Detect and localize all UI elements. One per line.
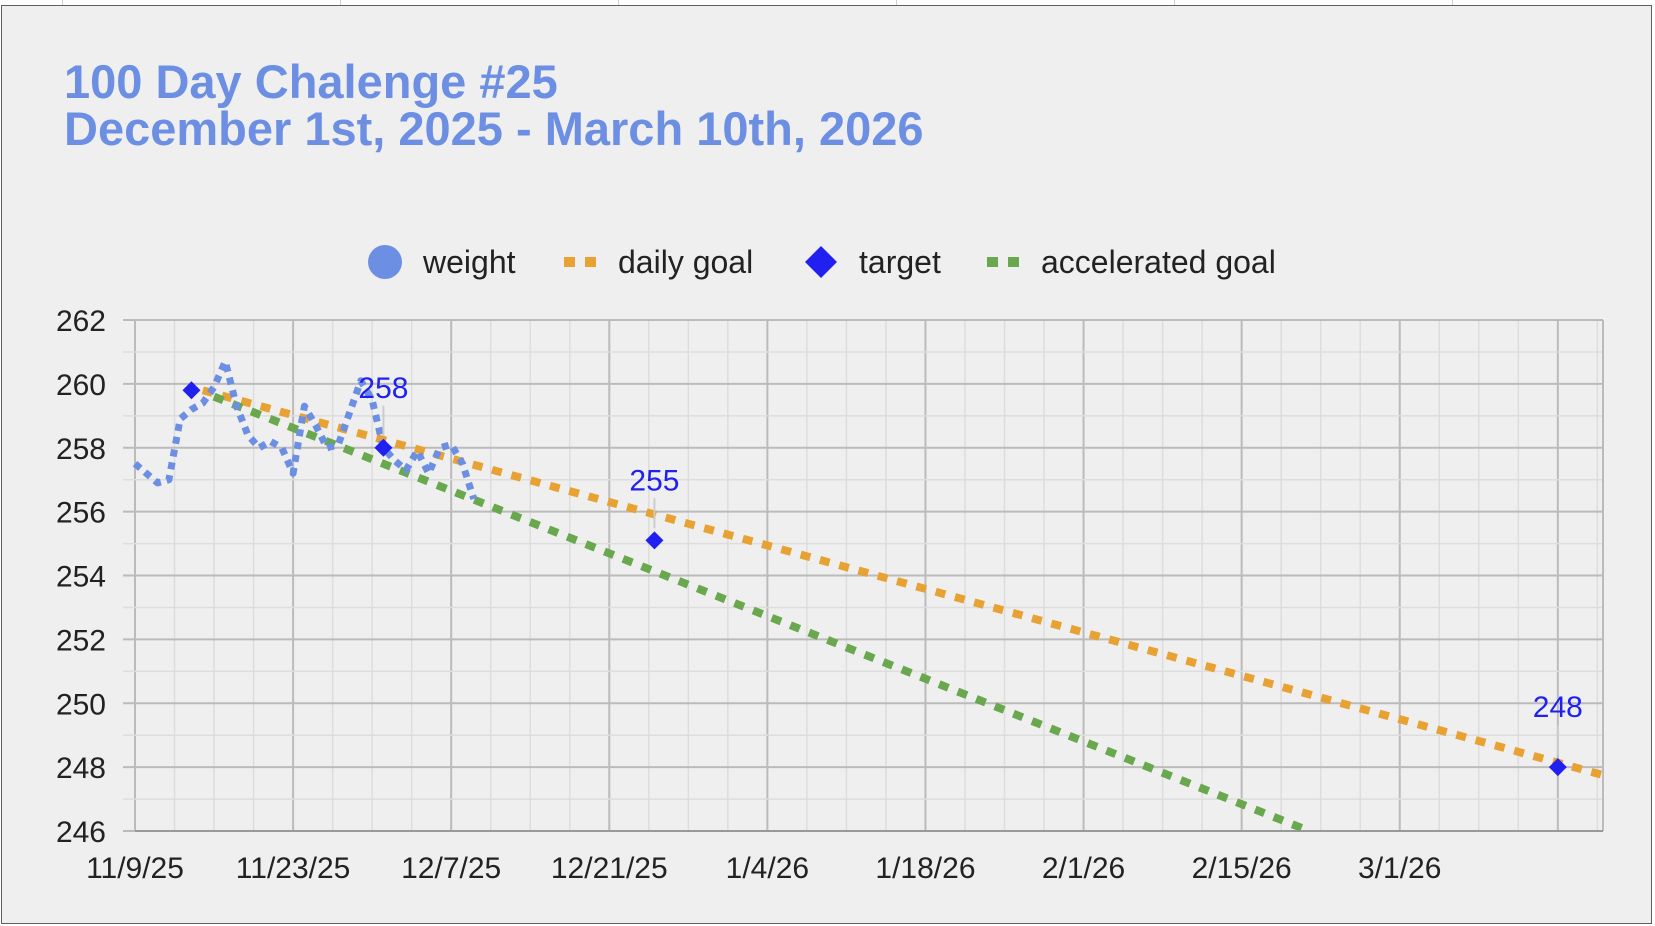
target-marker	[182, 381, 201, 400]
legend-item-daily-goal: daily goal	[564, 244, 753, 280]
chart-legend: weight daily goal target accelerated goal	[368, 244, 1276, 280]
x-tick-label: 1/4/26	[726, 852, 809, 885]
legend-item-target: target	[805, 244, 941, 280]
y-tick-label: 258	[56, 433, 106, 466]
y-tick-label: 248	[56, 752, 106, 785]
chart-grid	[123, 319, 1604, 832]
y-tick-label: 252	[56, 624, 106, 657]
target-marker	[374, 438, 393, 457]
chart-canvas: 100 Day Chalenge #25 December 1st, 2025 …	[56, 55, 1604, 885]
chart-title: 100 Day Chalenge #25	[64, 55, 558, 108]
sheet-column-divider	[896, 0, 897, 6]
y-tick-label: 246	[56, 816, 106, 849]
chart-series	[132, 358, 1603, 831]
legend-swatch-diamond	[805, 246, 837, 278]
y-tick-label: 256	[56, 497, 106, 530]
legend-item-weight: weight	[368, 244, 516, 280]
x-tick-label: 12/7/25	[401, 852, 501, 885]
x-axis: 11/9/25 11/23/25 12/7/25 12/21/25 1/4/26 1/18…	[86, 852, 1441, 885]
y-tick-label: 262	[56, 305, 106, 338]
legend-swatch-circle	[368, 245, 402, 279]
legend-label: weight	[422, 244, 516, 280]
chart-subtitle: December 1st, 2025 - March 10th, 2026	[64, 102, 924, 155]
sheet-column-divider	[62, 0, 63, 6]
legend-label: daily goal	[618, 244, 753, 280]
weight-line	[132, 358, 478, 500]
sheet-column-divider	[618, 0, 619, 6]
x-tick-label: 2/1/26	[1042, 852, 1125, 885]
sheet-column-divider	[340, 0, 341, 6]
target-marker	[645, 531, 664, 550]
y-axis: 262 260 258 256 254 252 250 248 246	[56, 305, 106, 849]
y-tick-label: 250	[56, 688, 106, 721]
x-tick-label: 11/23/25	[236, 852, 351, 885]
chart-annotations: 258 255 248	[182, 372, 1583, 777]
x-tick-label: 3/1/26	[1358, 852, 1441, 885]
sheet-column-divider	[1174, 0, 1175, 6]
legend-item-accelerated-goal: accelerated goal	[987, 244, 1276, 280]
x-tick-label: 12/21/25	[551, 852, 668, 885]
target-data-label: 258	[358, 372, 408, 405]
accelerated-goal-line	[212, 392, 1311, 831]
x-tick-label: 2/15/26	[1192, 852, 1292, 885]
legend-label: target	[859, 244, 941, 280]
y-tick-label: 260	[56, 369, 106, 402]
chart-title-group: 100 Day Chalenge #25 December 1st, 2025 …	[64, 55, 924, 155]
y-tick-label: 254	[56, 561, 106, 594]
sheet-column-divider	[1452, 0, 1453, 6]
chart-container[interactable]: 100 Day Chalenge #25 December 1st, 2025 …	[1, 5, 1652, 924]
target-marker	[1548, 758, 1567, 777]
x-tick-label: 11/9/25	[86, 852, 184, 885]
target-data-label: 255	[629, 464, 679, 497]
x-tick-label: 1/18/26	[875, 852, 975, 885]
spreadsheet-grid-strip	[0, 0, 1655, 6]
target-data-label: 248	[1533, 691, 1583, 724]
legend-label: accelerated goal	[1041, 244, 1276, 280]
